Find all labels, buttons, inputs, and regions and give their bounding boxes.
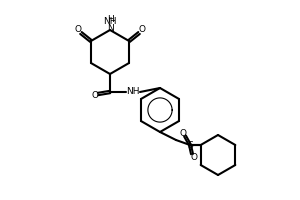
Text: NH: NH: [103, 17, 117, 26]
Text: O: O: [92, 92, 98, 100]
Text: S: S: [187, 140, 193, 150]
Text: H: H: [106, 15, 113, 24]
Text: O: O: [179, 129, 187, 138]
Text: O: O: [139, 25, 145, 34]
Text: O: O: [190, 152, 197, 162]
Text: O: O: [74, 25, 81, 34]
Text: NH: NH: [126, 86, 140, 96]
Text: N: N: [106, 24, 113, 33]
